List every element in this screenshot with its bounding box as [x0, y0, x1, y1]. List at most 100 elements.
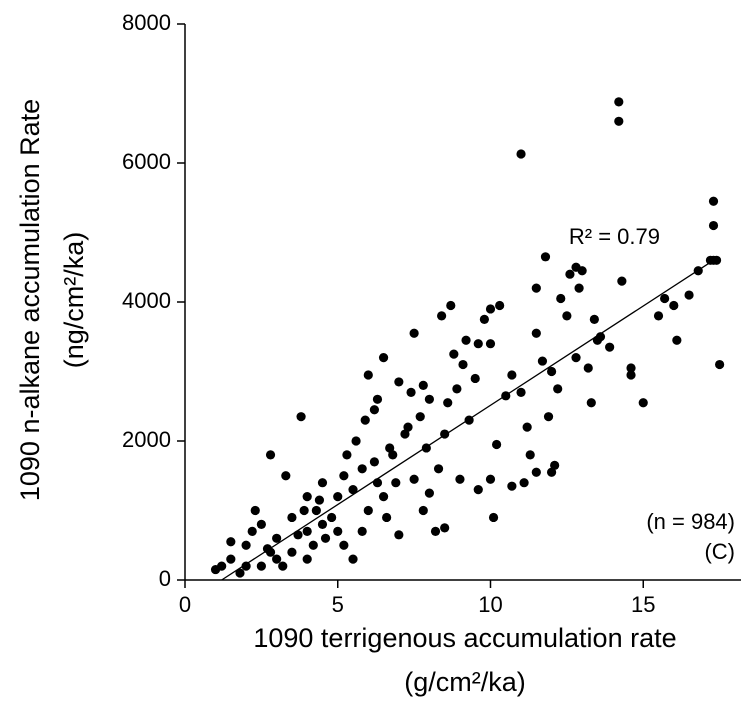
point [403, 422, 413, 432]
point [360, 415, 370, 425]
point [372, 394, 383, 404]
point [299, 505, 309, 516]
point [449, 349, 459, 359]
point [516, 387, 526, 397]
point [446, 300, 456, 311]
y-axis-title: 1090 n-alkane accumulation Rate [15, 99, 45, 501]
y-tick-label: 0 [159, 566, 171, 591]
point [708, 196, 719, 206]
point [247, 526, 257, 536]
point [327, 512, 337, 523]
point [479, 314, 489, 324]
point [317, 478, 328, 488]
point [458, 359, 468, 370]
point [495, 300, 505, 311]
point [531, 328, 541, 338]
point [485, 339, 496, 349]
point [546, 366, 557, 377]
point [507, 370, 517, 380]
point [565, 269, 575, 279]
point [418, 505, 428, 516]
point [553, 384, 563, 394]
point [595, 332, 606, 342]
point [461, 335, 471, 345]
point [437, 311, 447, 321]
point [250, 505, 260, 516]
point [235, 568, 245, 578]
point [394, 377, 404, 387]
point [418, 380, 428, 390]
x-tick-label: 10 [478, 592, 502, 617]
point [708, 220, 719, 231]
point [281, 471, 291, 481]
y-tick-label: 6000 [122, 149, 171, 174]
point [241, 561, 251, 571]
point [406, 387, 416, 397]
point [653, 311, 664, 321]
x-tick-label: 0 [179, 592, 191, 617]
point [333, 492, 343, 502]
point [296, 412, 306, 422]
point [210, 564, 221, 575]
point [256, 519, 266, 530]
point [485, 304, 496, 314]
point [378, 353, 389, 363]
point [614, 116, 624, 126]
point [256, 561, 266, 571]
x-axis-title: (g/cm²/ka) [404, 667, 526, 697]
point [614, 97, 624, 107]
point [669, 300, 679, 311]
point [715, 359, 725, 370]
point [556, 293, 566, 304]
point [385, 443, 395, 453]
point [424, 488, 434, 498]
point [424, 394, 434, 404]
point [443, 398, 453, 408]
point [617, 276, 627, 286]
x-axis-title: 1090 terrigenous accumulation rate [253, 623, 676, 653]
point [455, 474, 465, 484]
point [626, 363, 636, 373]
point [452, 384, 462, 394]
point [430, 526, 441, 536]
point [388, 450, 398, 460]
point [293, 530, 303, 540]
point [562, 311, 572, 321]
x-tick-label: 5 [332, 592, 344, 617]
y-tick-label: 8000 [122, 10, 171, 35]
point [278, 561, 288, 571]
point [684, 290, 694, 300]
point [537, 356, 548, 366]
point [638, 398, 648, 408]
point [543, 412, 554, 422]
point [577, 266, 587, 276]
point [363, 370, 373, 380]
point [342, 450, 352, 460]
point [415, 412, 425, 422]
point [492, 439, 502, 450]
point [272, 533, 282, 543]
point [583, 363, 593, 373]
point [357, 526, 367, 536]
trendline [221, 257, 717, 581]
point [394, 530, 404, 540]
point [339, 540, 349, 550]
point [574, 283, 584, 293]
point [357, 464, 367, 474]
point [519, 478, 529, 488]
y-axis-title: (ng/cm²/ka) [59, 232, 89, 369]
point [287, 512, 297, 523]
point [226, 537, 236, 547]
point [363, 505, 373, 516]
point [348, 554, 358, 564]
point [473, 485, 483, 495]
point [473, 339, 483, 349]
point [531, 467, 541, 477]
point [516, 149, 526, 159]
point [540, 252, 551, 262]
point [485, 474, 496, 484]
point [369, 405, 380, 415]
point [302, 554, 312, 564]
point [351, 436, 361, 446]
